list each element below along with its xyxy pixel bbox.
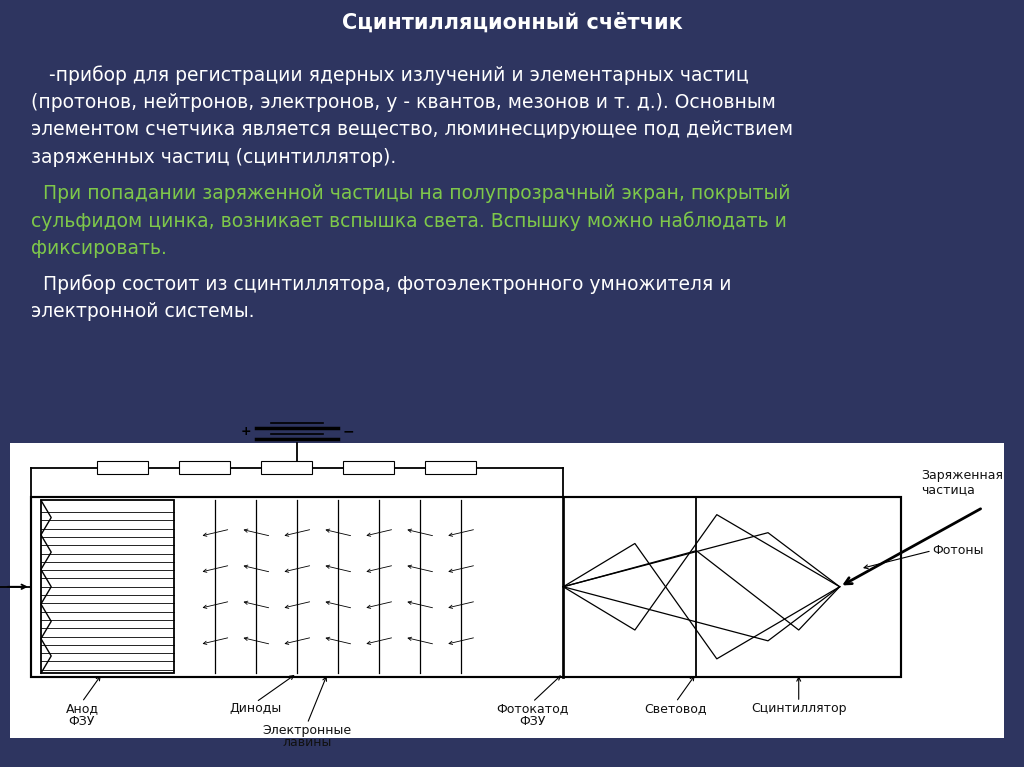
Bar — [97, 461, 148, 474]
Text: Заряженная
частица: Заряженная частица — [922, 469, 1004, 497]
Bar — [425, 461, 476, 474]
Text: Сцинтиллятор: Сцинтиллятор — [751, 702, 847, 715]
Text: фиксировать.: фиксировать. — [31, 239, 167, 258]
Text: элементом счетчика является вещество, люминесцирующее под действием: элементом счетчика является вещество, лю… — [31, 120, 793, 140]
Text: Диноды: Диноды — [229, 702, 283, 715]
Bar — [31, 497, 901, 677]
Text: (протонов, нейтронов, электронов, у - квантов, мезонов и т. д.). Основным: (протонов, нейтронов, электронов, у - кв… — [31, 93, 775, 112]
Text: Сцинтилляционный счётчик: Сцинтилляционный счётчик — [342, 12, 682, 32]
Text: ФЗУ: ФЗУ — [519, 715, 546, 728]
Bar — [10, 443, 1004, 738]
Text: Световод: Световод — [644, 702, 708, 715]
Text: Фотоны: Фотоны — [932, 545, 983, 557]
Text: заряженных частиц (сцинтиллятор).: заряженных частиц (сцинтиллятор). — [31, 148, 396, 167]
Text: −: − — [342, 425, 354, 439]
Text: сульфидом цинка, возникает вспышка света. Вспышку можно наблюдать и: сульфидом цинка, возникает вспышка света… — [31, 212, 786, 231]
Text: Анод: Анод — [66, 702, 98, 715]
Bar — [179, 461, 230, 474]
Text: Прибор состоит из сцинтиллятора, фотоэлектронного умножителя и: Прибор состоит из сцинтиллятора, фотоэле… — [31, 275, 731, 295]
Text: -прибор для регистрации ядерных излучений и элементарных частиц: -прибор для регистрации ядерных излучени… — [31, 65, 749, 84]
Bar — [261, 461, 312, 474]
Text: Электронные: Электронные — [262, 724, 352, 737]
Text: лавины: лавины — [283, 736, 332, 749]
Bar — [343, 461, 394, 474]
Text: электронной системы.: электронной системы. — [31, 302, 254, 321]
Text: Фотокатод: Фотокатод — [497, 702, 568, 715]
Text: ФЗУ: ФЗУ — [69, 715, 95, 728]
Text: +: + — [241, 425, 251, 438]
Bar — [41, 500, 174, 673]
Text: При попадании заряженной частицы на полупрозрачный экран, покрытый: При попадании заряженной частицы на полу… — [31, 184, 791, 202]
